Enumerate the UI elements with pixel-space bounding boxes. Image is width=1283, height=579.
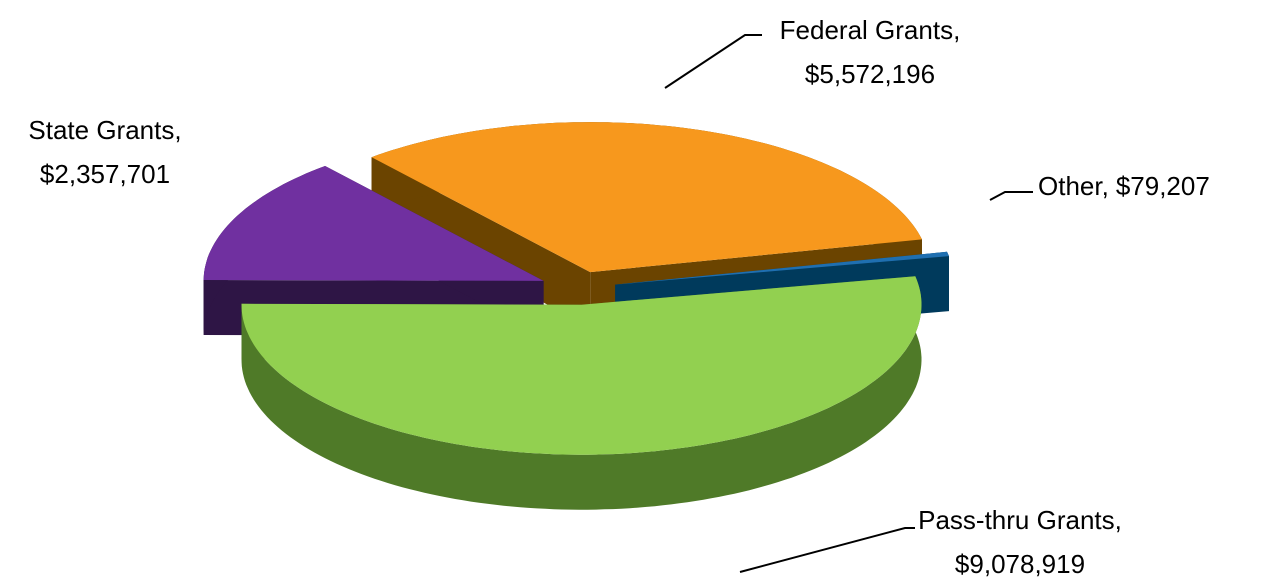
label-separator: , <box>1102 171 1109 201</box>
leader-line <box>989 191 1033 201</box>
leader-line <box>664 34 762 89</box>
label-separator: , <box>1115 505 1122 535</box>
data-label: State Grants, $2,357,701 <box>28 115 181 189</box>
label-separator: , <box>174 115 181 145</box>
label-value: $9,078,919 <box>955 549 1085 579</box>
leader-line <box>739 527 915 573</box>
label-value: $5,572,196 <box>805 59 935 89</box>
slice <box>203 166 544 281</box>
label-category: Other <box>1038 171 1103 201</box>
slice <box>241 276 922 455</box>
slice-side <box>947 251 949 312</box>
label-category: Federal Grants <box>780 15 953 45</box>
data-label: Pass-thru Grants, $9,078,919 <box>918 505 1122 579</box>
label-value: $79,207 <box>1116 171 1210 201</box>
label-value: $2,357,701 <box>40 159 170 189</box>
slice <box>371 122 923 273</box>
label-category: State Grants <box>28 115 174 145</box>
slice-side <box>241 276 922 510</box>
data-label: Federal Grants, $5,572,196 <box>780 15 961 89</box>
data-label: Other, $79,207 <box>1038 171 1210 201</box>
label-separator: , <box>953 15 960 45</box>
slice <box>615 251 949 285</box>
label-category: Pass-thru Grants <box>918 505 1115 535</box>
